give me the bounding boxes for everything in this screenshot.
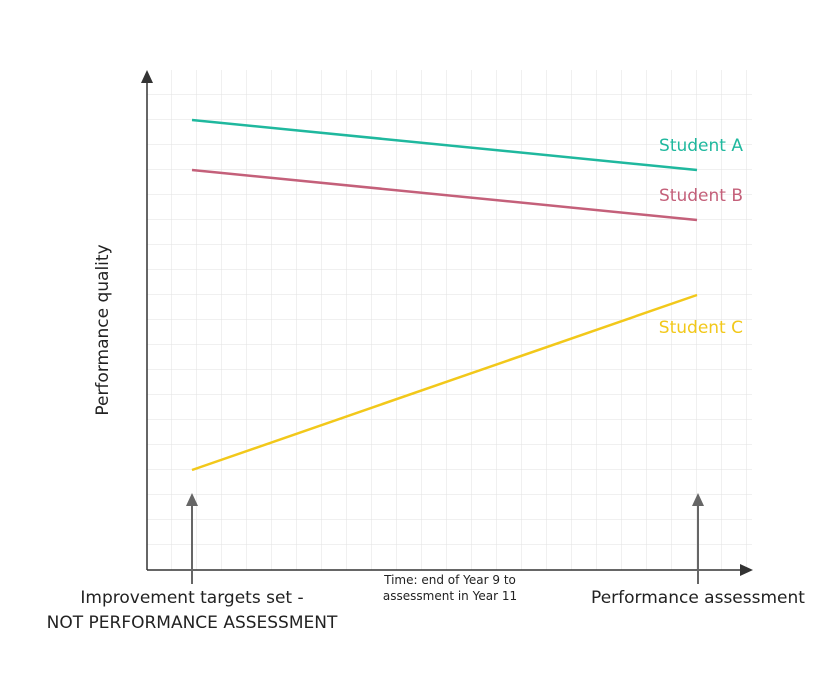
x-tick-label: Performance assessment bbox=[591, 588, 805, 608]
x-tick-label: Improvement targets set - NOT PERFORMANC… bbox=[46, 588, 338, 633]
marker-arrow-head bbox=[186, 493, 198, 506]
series-line bbox=[191, 293, 698, 472]
legend-label: Student C bbox=[659, 318, 743, 338]
series-line bbox=[191, 168, 698, 222]
y-axis-label: Performance quality bbox=[93, 244, 113, 415]
marker-arrow-head bbox=[692, 493, 704, 506]
x-axis-arrow bbox=[740, 564, 753, 576]
series-line bbox=[191, 118, 698, 172]
legend-label: Student B bbox=[659, 186, 743, 206]
legend-label: Student A bbox=[659, 136, 743, 156]
grid bbox=[147, 70, 752, 570]
y-axis-arrow bbox=[141, 70, 153, 83]
x-axis-label: Time: end of Year 9 to assessment in Yea… bbox=[382, 573, 518, 603]
